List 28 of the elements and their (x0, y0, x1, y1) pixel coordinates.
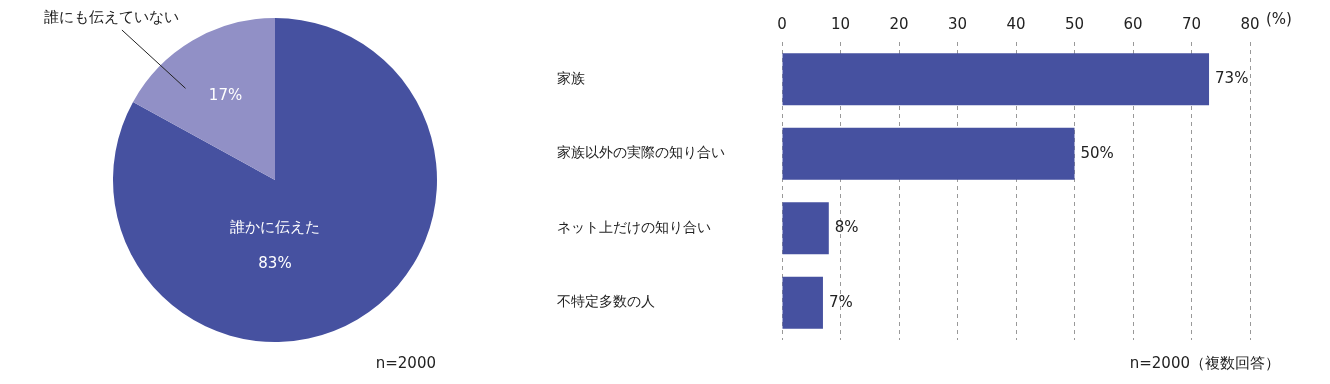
data-label: 73% (1215, 69, 1249, 88)
data-label: 83% (258, 254, 292, 273)
x-tick-label: 10 (830, 14, 851, 33)
x-tick-label: 20 (889, 14, 909, 33)
x-tick-label: 60 (1123, 14, 1143, 33)
bar (782, 53, 1210, 106)
y-tick-label: 家族以外の実際の知り合い (557, 144, 725, 161)
x-tick-label: 40 (1006, 14, 1026, 33)
bar (782, 202, 829, 255)
slice-label: 誰にも伝えていない (44, 7, 180, 26)
x-tick-label: 70 (1181, 14, 1202, 33)
data-label: 50% (1080, 143, 1114, 162)
data-label: 17% (208, 86, 243, 105)
x-tick-label: 50 (1064, 14, 1085, 33)
y-tick-label: 家族 (557, 69, 585, 86)
data-label: 7% (828, 292, 853, 311)
x-tick-label: 80 (1240, 14, 1260, 33)
y-tick-label: ネット上だけの知り合い (557, 218, 711, 235)
slice-label: 誰かに伝えた (230, 218, 320, 237)
bar (782, 276, 823, 329)
text: n=2000 (375, 353, 436, 372)
bar (782, 127, 1075, 180)
y-tick-label: 不特定多数の人 (557, 293, 655, 310)
x-tick-label: 0 (777, 14, 787, 33)
text: n=2000（複数回答） (1129, 353, 1280, 372)
x-axis-title: (%) (1266, 9, 1292, 28)
x-tick-label: 30 (947, 14, 968, 33)
data-label: 8% (834, 218, 859, 237)
